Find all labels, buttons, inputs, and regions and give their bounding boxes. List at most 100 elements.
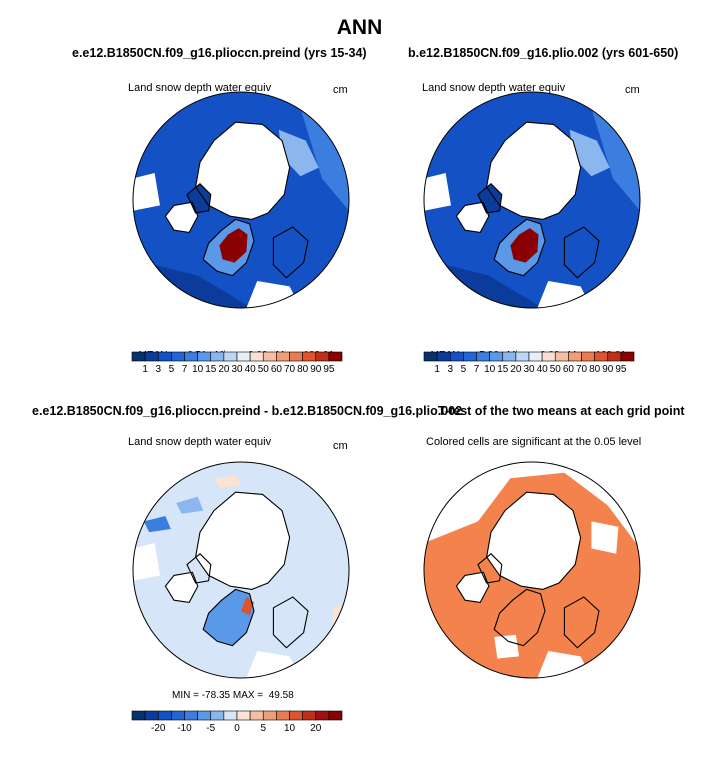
colorbar-tick-label: 70 [284,364,296,375]
coastline [455,571,490,603]
non-significant-region [494,634,519,659]
coastline [195,491,291,590]
colorbar-tick-label: 40 [245,364,257,375]
colorbar-box [157,351,172,362]
colorbar-tick-label: 95 [615,364,627,375]
panel-title-top-left: e.e12.B1850CN.f09_g16.plioccn.preind (yr… [72,46,367,60]
field-label-top-left: Land snow depth water equiv [128,82,272,94]
units-bottom-left: cm [333,440,348,452]
colorbar-tick-label: 90 [310,364,322,375]
map-tr [423,91,641,309]
colorbar-tick-label: 0 [234,723,240,734]
colorbar-tick-label: -5 [206,723,215,734]
colorbar-box [171,710,185,721]
colorbar-box [463,351,477,362]
colorbar-tick-label: 80 [297,364,309,375]
colorbar-tick-label: 50 [258,364,270,375]
colorbar-box [236,710,251,721]
colorbar-box [528,351,543,362]
colorbar: -20 -10 -5 0 5 10 20 [131,710,343,734]
colorbar-tick-label: 90 [602,364,614,375]
colorbar-box [568,351,582,362]
map-border [423,91,641,309]
coastline [477,183,503,214]
colorbar-box [328,351,343,362]
map-border [132,461,350,679]
colorbar-box [502,351,517,362]
colorbar-box [289,351,303,362]
colorbar-box [157,710,172,721]
colorbar-tick-label: 40 [537,364,549,375]
colorbar-box [197,351,212,362]
coastline [272,596,309,649]
colorbar-box [449,351,464,362]
units-top-right: cm [625,84,640,96]
canadian-archipelago [478,183,502,213]
light-blue-patch [278,129,319,177]
panel-title-bottom-left: e.e12.B1850CN.f09_g16.plioccn.preind - b… [32,404,463,418]
positive-anomaly [214,475,241,488]
arctic-ocean [195,122,290,220]
colorbar-tick-label: 5 [260,723,266,734]
panel-title-bottom-right: T-test of the two means at each grid poi… [438,404,685,418]
colorbar-tick-label: 20 [510,364,522,375]
colorbar-tick-label: 1 [142,364,148,375]
colorbar-tick-label: 95 [323,364,335,375]
colorbar-box [489,351,504,362]
colorbar-box [423,351,438,362]
colorbar-tick-label: 20 [310,723,322,734]
coastline [272,226,309,279]
colorbar-box [541,351,556,362]
colorbar-box [197,710,212,721]
coastline [186,183,212,214]
field-label-top-right: Land snow depth water equiv [422,82,566,94]
colorbar-tick-label: 10 [192,364,204,375]
coastline [195,121,291,220]
colorbar-box [315,351,330,362]
coastline [202,218,255,277]
greenland-ice-sheet [510,228,539,263]
pacific-ocean [133,173,160,211]
arctic-ocean [486,122,581,220]
coastline [563,596,600,649]
coastline [493,218,546,277]
colorbar-box [171,351,185,362]
colorbar-box [223,710,238,721]
colorbar-box [236,351,251,362]
colorbar-tick-label: 10 [284,723,296,734]
map-border [423,461,641,679]
colorbar-tick-label: -20 [151,723,166,734]
page-title: ANN [336,16,383,39]
coastline [486,121,582,220]
colorbar-tick-label: 7 [474,364,480,375]
colorbar-box [131,710,146,721]
colorbar-box [476,351,490,362]
panel-title-top-right: b.e12.B1850CN.f09_g16.plio.002 (yrs 601-… [408,46,679,60]
colorbar-box [315,710,330,721]
colorbar-box [184,710,198,721]
colorbar-tick-label: 10 [484,364,496,375]
colorbar-box [554,351,569,362]
colorbar-box [249,710,264,721]
colorbar-tick-label: 80 [589,364,601,375]
colorbar-box [276,351,290,362]
map-tl [132,91,350,309]
coastline [477,553,503,584]
colorbar-tick-label: -10 [177,723,192,734]
colorbar-tick-label: 5 [169,364,175,375]
colorbar-box [515,351,530,362]
colorbar-box [302,710,317,721]
colorbar-box [184,351,198,362]
coastline [164,201,199,233]
colorbar-tick-label: 70 [576,364,588,375]
hudson-bay [165,572,198,603]
colorbar-tick-label: 3 [155,364,161,375]
units-top-left: cm [333,84,348,96]
stats-bottom-left: MIN = -78.35 MAX = 49.58 [172,690,294,701]
colorbar-box [223,351,238,362]
colorbar-tick-label: 30 [523,364,535,375]
coastline [563,226,600,279]
colorbar-box [262,351,277,362]
colorbar-box [262,710,277,721]
coastline [486,491,582,590]
